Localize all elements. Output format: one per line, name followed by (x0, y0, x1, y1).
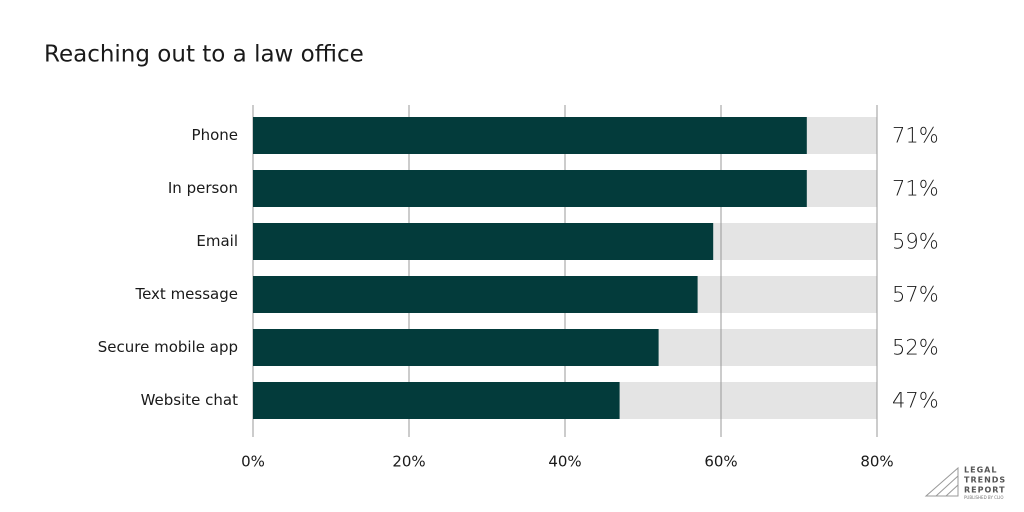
y-tick-label: Secure mobile app (98, 338, 238, 356)
x-tick-label: 40% (548, 453, 581, 471)
x-tick-label: 60% (704, 453, 737, 471)
value-label: 47% (892, 389, 939, 413)
bar (253, 329, 659, 366)
logo-text: TRENDS (964, 476, 1006, 485)
value-label: 57% (892, 283, 939, 307)
bar (253, 117, 807, 154)
bar (253, 170, 807, 207)
y-tick-label: Text message (134, 285, 238, 303)
x-tick-label: 80% (860, 453, 893, 471)
y-tick-label: Website chat (141, 391, 239, 409)
y-tick-label: In person (168, 179, 238, 197)
logo-text: REPORT (964, 486, 1006, 495)
y-tick-label: Phone (192, 126, 238, 144)
bar (253, 276, 698, 313)
logo-subtext: PUBLISHED BY CLIO (964, 495, 1004, 500)
chart-title: Reaching out to a law office (44, 42, 364, 68)
logo: LEGAL TRENDS REPORT PUBLISHED BY CLIO (924, 466, 1006, 500)
logo-icon (924, 466, 959, 497)
value-label: 52% (892, 336, 939, 360)
value-label: 71% (892, 177, 939, 201)
value-label: 59% (892, 230, 939, 254)
y-tick-label: Email (196, 232, 238, 250)
value-label: 71% (892, 124, 939, 148)
logo-text: LEGAL (964, 466, 997, 475)
bar (253, 382, 620, 419)
bar (253, 223, 714, 260)
x-tick-label: 20% (392, 453, 425, 471)
x-tick-label: 0% (241, 453, 265, 471)
